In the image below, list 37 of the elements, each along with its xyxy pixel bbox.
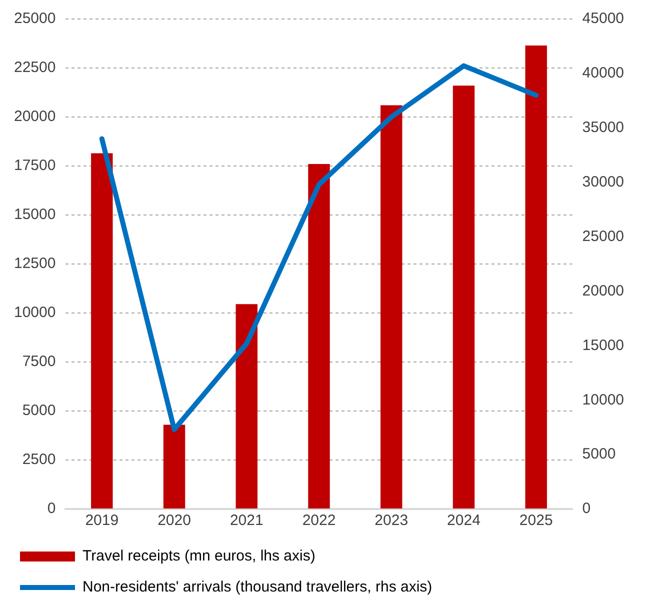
x-tick-label: 2025 (519, 512, 553, 530)
bar (236, 304, 258, 508)
bar (308, 164, 330, 508)
bar (452, 86, 475, 508)
y-tick-label: 5000 (22, 402, 56, 420)
y2-tick-label: 5000 (582, 446, 616, 463)
y2-tick-label: 40000 (582, 64, 624, 82)
y-tick-label: 25000 (14, 10, 56, 28)
y-tick-label: 20000 (14, 108, 56, 126)
bar (91, 153, 113, 508)
y-tick-label: 12500 (14, 255, 56, 272)
y2-tick-label: 25000 (582, 228, 624, 245)
x-tick-label: 2023 (374, 512, 408, 530)
y-tick-label: 7500 (22, 353, 56, 370)
y2-tick-label: 10000 (582, 391, 624, 408)
y2-tick-label: 35000 (582, 119, 624, 136)
x-tick-label: 2020 (158, 512, 191, 530)
y2-tick-label: 30000 (582, 173, 624, 190)
x-tick-label: 2024 (447, 512, 480, 530)
y-tick-label: 22500 (14, 59, 56, 76)
bar (380, 105, 402, 508)
y-tick-label: 2500 (22, 451, 56, 468)
y2-tick-label: 15000 (582, 336, 624, 354)
y-tick-label: 17500 (14, 157, 56, 174)
y2-tick-label: 0 (582, 500, 591, 518)
y-tick-label: 15000 (14, 206, 56, 224)
y-tick-label: 0 (47, 500, 56, 518)
x-tick-label: 2022 (302, 512, 336, 530)
y2-tick-label: 20000 (582, 282, 624, 300)
bar (163, 424, 186, 508)
y2-tick-label: 45000 (582, 10, 624, 28)
x-tick-label: 2019 (85, 512, 119, 530)
legend-label: Travel receipts (mn euros, lhs axis) (82, 548, 316, 565)
x-tick-label: 2021 (230, 512, 264, 530)
y-tick-label: 10000 (14, 304, 56, 322)
bar (525, 45, 547, 508)
legend-label: Non-residents' arrivals (thousand travellers, rhs axis) (82, 578, 432, 596)
